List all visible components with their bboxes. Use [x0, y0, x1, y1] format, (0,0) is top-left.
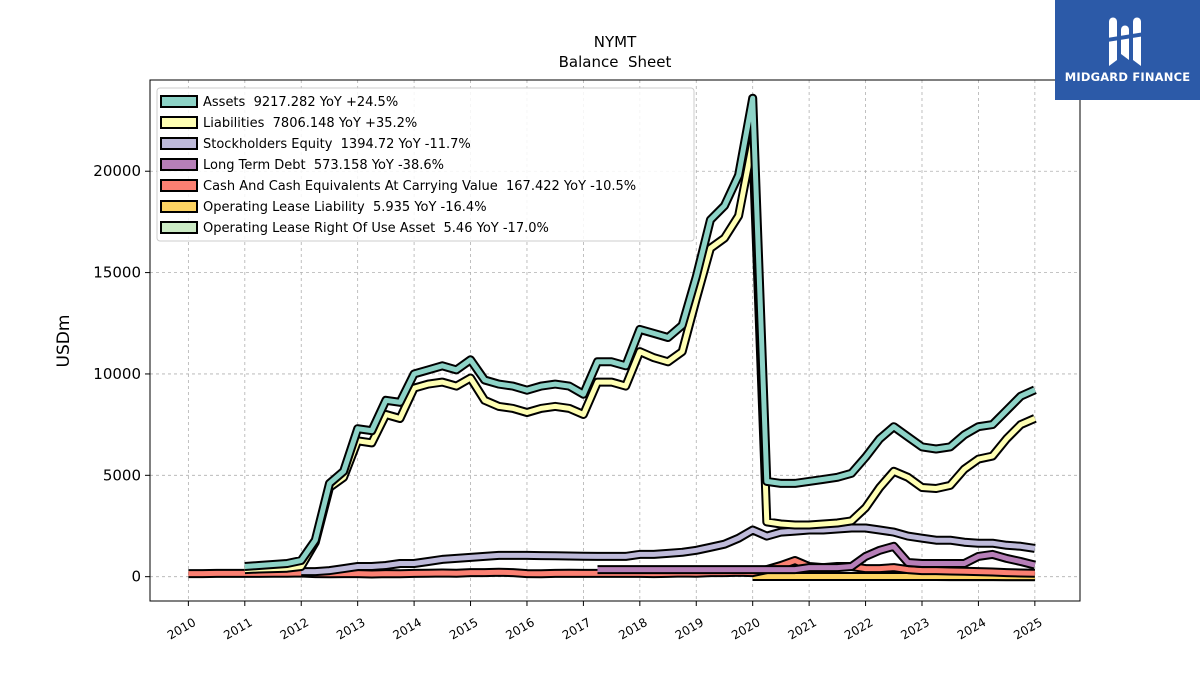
legend-swatch — [160, 200, 198, 213]
legend-item: Long Term Debt 573.158 YoY -38.6% — [160, 158, 444, 173]
legend-label: Operating Lease Liability 5.935 YoY -16.… — [203, 200, 487, 215]
x-tick-label: 2020 — [729, 615, 762, 642]
legend-item: Stockholders Equity 1394.72 YoY -11.7% — [160, 137, 471, 152]
series-3 — [597, 541, 1037, 575]
x-tick-label: 2011 — [221, 615, 254, 642]
legend-item: Liabilities 7806.148 YoY +35.2% — [160, 116, 417, 131]
series-line — [597, 543, 1036, 573]
y-tick-label: 10000 — [93, 365, 141, 383]
legend-label: Cash And Cash Equivalents At Carrying Va… — [203, 179, 636, 194]
x-tick-label: 2025 — [1011, 615, 1044, 642]
chart-title: NYMT — [594, 33, 637, 51]
series-2 — [301, 523, 1036, 577]
y-tick-label: 0 — [131, 568, 141, 586]
x-tick-label: 2017 — [560, 615, 593, 642]
y-tick-label: 20000 — [93, 162, 141, 180]
x-tick-label: 2014 — [391, 615, 424, 642]
plot-frame — [149, 79, 1081, 602]
x-tick-label: 2019 — [673, 615, 706, 642]
x-tick-label: 2024 — [955, 615, 988, 642]
series-1 — [244, 138, 1037, 575]
brand-mark-icon — [1107, 17, 1145, 66]
legend-item: Cash And Cash Equivalents At Carrying Va… — [160, 179, 636, 194]
series-line — [244, 95, 1036, 569]
legend-item: Assets 9217.282 YoY +24.5% — [160, 95, 398, 110]
x-tick-label: 2023 — [898, 615, 931, 642]
x-tick-label: 2012 — [278, 615, 311, 642]
x-tick-label: 2016 — [503, 615, 536, 642]
legend-swatch — [160, 221, 198, 234]
x-tick-label: 2018 — [616, 615, 649, 642]
series-line — [301, 525, 1036, 575]
y-axis-label: USDm — [54, 315, 74, 368]
legend-swatch — [160, 95, 198, 108]
legend-label: Assets 9217.282 YoY +24.5% — [203, 95, 398, 110]
legend-item: Operating Lease Right Of Use Asset 5.46 … — [160, 221, 549, 236]
x-tick-label: 2021 — [786, 615, 819, 642]
x-tick-label: 2015 — [447, 615, 480, 642]
legend-swatch — [160, 116, 198, 129]
legend-swatch — [160, 179, 198, 192]
brand-logo: MIDGARD FINANCE — [1055, 0, 1200, 100]
y-tick-label: 15000 — [93, 264, 141, 282]
series-0 — [244, 93, 1037, 571]
brand-name: MIDGARD FINANCE — [1064, 70, 1191, 84]
legend-box — [156, 87, 695, 242]
legend-label: Operating Lease Right Of Use Asset 5.46 … — [203, 221, 549, 236]
legend-item: Operating Lease Liability 5.935 YoY -16.… — [160, 200, 487, 215]
legend-swatch — [160, 158, 198, 171]
legend-label: Liabilities 7806.148 YoY +35.2% — [203, 116, 417, 131]
legend-label: Stockholders Equity 1394.72 YoY -11.7% — [203, 137, 471, 152]
y-tick-label: 5000 — [103, 466, 141, 484]
chart-subtitle: Balance Sheet — [559, 53, 672, 71]
series-layer — [188, 93, 1037, 582]
x-tick-label: 2022 — [842, 615, 875, 642]
series-line — [244, 140, 1036, 573]
x-tick-label: 2010 — [165, 615, 198, 642]
legend-swatch — [160, 137, 198, 150]
x-tick-label: 2013 — [334, 615, 367, 642]
legend-label: Long Term Debt 573.158 YoY -38.6% — [203, 158, 444, 173]
legend: Assets 9217.282 YoY +24.5% Liabilities 78… — [156, 87, 695, 242]
